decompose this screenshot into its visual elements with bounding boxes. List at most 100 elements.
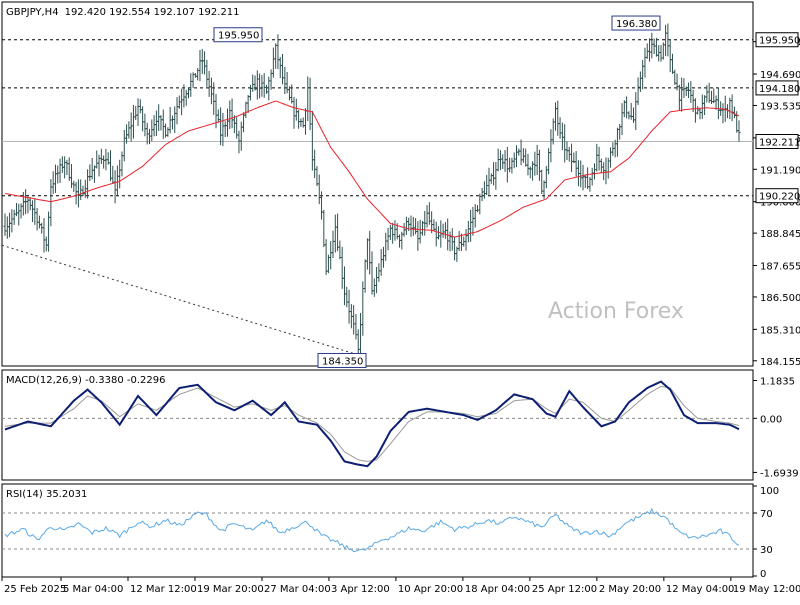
ohlc-bar <box>129 112 133 142</box>
ohlc-bar <box>592 163 597 180</box>
ohlc-bar <box>260 74 264 97</box>
time-axis-label: 2 May 20:00 <box>599 584 661 595</box>
ohlc-bar <box>631 107 636 123</box>
ohlc-bar <box>664 24 668 57</box>
ohlc-bar <box>556 100 560 136</box>
ohlc-bar <box>452 237 457 261</box>
ohlc-bar <box>102 155 106 169</box>
ohlc-bar <box>459 233 464 251</box>
ohlc-bar <box>118 159 122 189</box>
ohlc-bar <box>597 146 601 171</box>
ohlc-bar <box>159 115 163 131</box>
ohlc-bar <box>10 209 14 233</box>
ohlc-bar <box>466 220 470 243</box>
ohlc-bar <box>521 148 525 163</box>
ohlc-bar <box>166 127 170 137</box>
ohlc-bar <box>42 218 46 253</box>
ohlc-bar <box>246 94 250 113</box>
ohlc-bar <box>7 212 12 238</box>
price-panel: 195.950 196.380 184.350 <box>1 15 753 368</box>
ohlc-bar <box>108 150 113 182</box>
ohlc-bar <box>306 76 310 122</box>
ohlc-bar <box>526 153 530 176</box>
ohlc-bar <box>173 106 177 133</box>
annotation-label-184.350: 184.350 <box>322 356 363 367</box>
ohlc-bar <box>386 227 390 251</box>
ohlc-bar <box>200 48 204 75</box>
ohlc-bar <box>503 150 507 172</box>
ohlc-bar <box>643 47 647 78</box>
ohlc-bar <box>138 99 142 114</box>
trend-line <box>1 244 361 356</box>
price-axis-label: 187.655 <box>760 262 800 273</box>
ohlc-bar <box>379 248 383 276</box>
ohlc-bar <box>95 150 99 169</box>
ohlc-bar <box>299 118 303 127</box>
ohlc-bar <box>480 187 484 202</box>
ohlc-bar <box>418 219 422 244</box>
ohlc-bar <box>381 246 386 268</box>
ohlc-bar <box>512 152 516 169</box>
ohlc-bar <box>574 151 578 177</box>
ohlc-bar <box>331 230 335 258</box>
ohlc-bar <box>514 145 519 168</box>
rsi-axis-label: 70 <box>760 509 773 520</box>
macd-signal-line <box>4 385 740 462</box>
ohlc-bar <box>615 127 620 157</box>
ohlc-bar <box>625 96 629 119</box>
ohlc-bar <box>365 238 370 270</box>
symbol-label: GBPJPY,H4 192.420 192.554 192.107 192.211 <box>6 7 240 18</box>
ohlc-bar <box>63 156 67 179</box>
ohlc-bar <box>283 66 287 95</box>
price-axis-label: 185.310 <box>760 325 800 336</box>
ohlc-bar <box>505 146 509 183</box>
price-axis-label: 188.845 <box>760 229 800 240</box>
ohlc-bar <box>602 162 606 181</box>
ohlc-bar <box>58 158 62 183</box>
ohlc-bar <box>641 59 645 90</box>
ohlc-bar <box>604 157 608 185</box>
ohlc-bar <box>524 148 528 167</box>
ohlc-bar <box>535 144 539 176</box>
ohlc-bar <box>333 214 337 253</box>
annotation-label-195.950: 195.950 <box>218 31 259 42</box>
ohlc-bar <box>650 32 654 59</box>
ohlc-bar <box>202 51 207 75</box>
ohlc-bar <box>700 94 704 119</box>
ohlc-bar <box>411 216 415 236</box>
ohlc-bar <box>599 158 603 174</box>
ohlc-bar <box>56 165 60 184</box>
ohlc-bar <box>544 165 548 189</box>
rsi-axis-label: 100 <box>760 486 779 497</box>
ohlc-bar <box>657 45 661 62</box>
ohlc-bar <box>627 111 631 120</box>
ohlc-bar <box>186 87 191 99</box>
ohlc-bar <box>404 216 409 235</box>
ohlc-bar <box>354 314 358 340</box>
ohlc-bar <box>335 213 340 252</box>
ohlc-bar <box>251 74 255 92</box>
ohlc-bar <box>673 69 677 85</box>
level-tag-190.220 <box>755 188 799 204</box>
ohlc-bar <box>111 165 115 185</box>
ohlc-bar <box>161 109 165 139</box>
moving-average-line <box>4 100 740 238</box>
ohlc-bar <box>397 234 402 248</box>
ohlc-bar <box>228 100 232 130</box>
time-axis-label: 5 Mar 04:00 <box>63 584 123 595</box>
ohlc-bar <box>537 149 542 181</box>
ohlc-bar <box>581 164 585 191</box>
price-axis-label: 184.155 <box>760 357 800 368</box>
time-axis-label: 10 Apr 20:00 <box>398 584 463 595</box>
macd-axis-label: 1.1835 <box>760 377 795 388</box>
level-label-195.950: 195.950 <box>759 36 800 47</box>
ohlc-bar <box>579 160 583 188</box>
ohlc-bar <box>469 209 473 242</box>
ohlc-bar <box>595 143 599 172</box>
ohlc-bar <box>558 117 562 139</box>
ohlc-bar <box>448 231 452 252</box>
ohlc-bar <box>732 106 737 119</box>
ohlc-bar <box>372 278 376 297</box>
ohlc-bar <box>30 200 35 223</box>
ohlc-bar <box>239 121 243 151</box>
